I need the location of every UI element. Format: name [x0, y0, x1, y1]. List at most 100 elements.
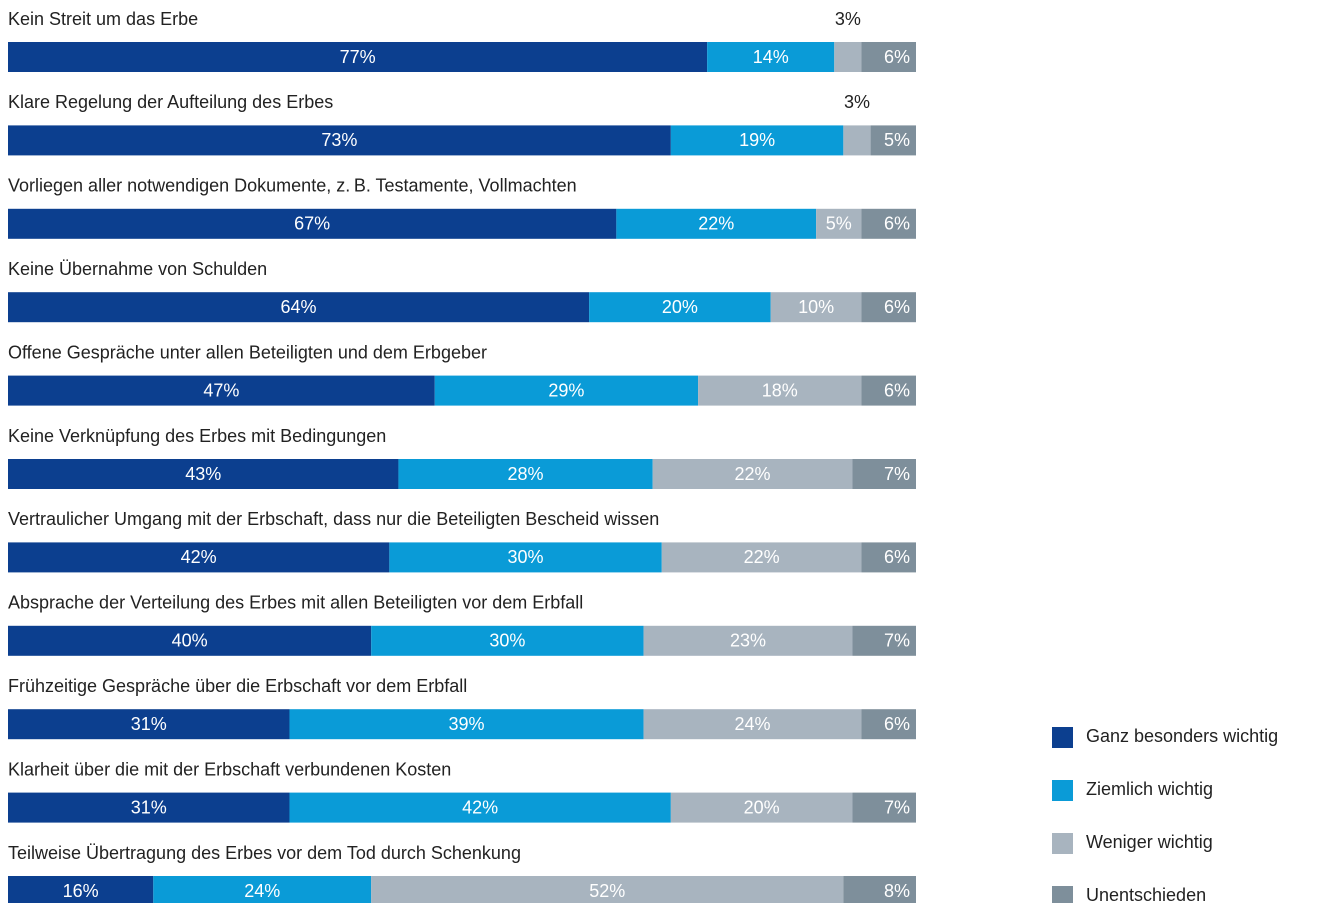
value-label: 40% [172, 631, 208, 651]
bar-segment [616, 208, 817, 239]
value-label: 6% [884, 297, 910, 317]
bar-segment [861, 542, 916, 573]
bar-segment [698, 375, 862, 406]
bar-segment [398, 459, 653, 489]
bar-segment [289, 792, 671, 823]
bar-segment [861, 292, 916, 323]
value-label: 29% [548, 380, 584, 400]
category-label: Keine Übernahme von Schulden [8, 259, 267, 279]
bar-segment [670, 125, 844, 156]
value-label: 39% [449, 714, 485, 734]
bar-segment [8, 709, 290, 740]
bar-segment [852, 792, 916, 823]
category-label: Teilweise Übertragung des Erbes vor dem … [8, 843, 521, 863]
bar-segment [8, 125, 671, 156]
value-label: 6% [884, 380, 910, 400]
value-label: 22% [698, 214, 734, 234]
legend-label: Unentschieden [1086, 885, 1206, 903]
legend-label: Ganz besonders wichtig [1086, 726, 1278, 746]
category-label: Kein Streit um das Erbe [8, 9, 198, 29]
value-label: 18% [762, 380, 798, 400]
legend-label: Ziemlich wichtig [1086, 779, 1213, 799]
category-label: Keine Verknüpfung des Erbes mit Bedingun… [8, 426, 386, 446]
value-label: 6% [884, 547, 910, 567]
value-label: 5% [826, 214, 852, 234]
value-label: 6% [884, 47, 910, 67]
category-label: Vorliegen aller notwendigen Dokumente, z… [8, 176, 577, 196]
value-label: 23% [730, 631, 766, 651]
value-label: 30% [508, 547, 544, 567]
value-label: 42% [462, 797, 498, 817]
value-label: 3% [835, 9, 861, 29]
value-label: 7% [884, 464, 910, 484]
bar-segment [861, 709, 916, 740]
bar-segment [153, 876, 372, 906]
bar-segment [643, 625, 853, 656]
bar-segment [8, 542, 390, 573]
value-label: 31% [131, 714, 167, 734]
bar-segment [8, 42, 708, 72]
bar-segment [861, 375, 916, 406]
value-label: 14% [753, 47, 789, 67]
value-label: 30% [489, 631, 525, 651]
value-label: 19% [739, 130, 775, 150]
legend-swatch [1052, 780, 1073, 801]
value-label: 77% [340, 47, 376, 67]
category-label: Frühzeitige Gespräche über die Erbschaft… [8, 676, 467, 696]
bar-segment [843, 125, 871, 156]
bar-segment [707, 42, 835, 72]
bar-segment [870, 125, 916, 156]
value-label: 20% [662, 297, 698, 317]
bar-segment [861, 208, 916, 239]
value-label: 20% [744, 797, 780, 817]
bar-segment [8, 375, 435, 406]
bar-segment [852, 625, 916, 656]
value-label: 28% [508, 464, 544, 484]
bar-segment [371, 876, 844, 906]
category-label: Absprache der Verteilung des Erbes mit a… [8, 593, 583, 613]
value-label: 6% [884, 214, 910, 234]
bar-segment [661, 542, 862, 573]
bar-segment [8, 292, 590, 323]
bar-segment [670, 792, 853, 823]
value-label: 47% [203, 380, 239, 400]
bar-segment [652, 459, 853, 489]
bar-segment [389, 542, 662, 573]
value-label: 67% [294, 214, 330, 234]
bar-segment [852, 459, 916, 489]
value-label: 64% [281, 297, 317, 317]
bar-segment [289, 709, 644, 740]
value-label: 6% [884, 714, 910, 734]
value-label: 7% [884, 631, 910, 651]
bar-segment [8, 876, 154, 906]
bar-segment [434, 375, 699, 406]
bar-segment [816, 208, 862, 239]
category-label: Klare Regelung der Aufteilung des Erbes [8, 92, 333, 112]
value-label: 43% [185, 464, 221, 484]
value-label: 16% [63, 881, 99, 901]
value-label: 7% [884, 797, 910, 817]
bar-segment [843, 876, 916, 906]
bar-segment [861, 42, 916, 72]
bar-segment [8, 625, 372, 656]
value-label: 10% [798, 297, 834, 317]
legend-label: Weniger wichtig [1086, 832, 1213, 852]
category-label: Klarheit über die mit der Erbschaft verb… [8, 759, 451, 779]
category-label: Offene Gespräche unter allen Beteiligten… [8, 342, 487, 362]
legend-swatch [1052, 833, 1073, 854]
value-label: 5% [884, 130, 910, 150]
bar-segment [8, 208, 617, 239]
bar-segment [770, 292, 862, 323]
bar-segment [8, 792, 290, 823]
bar-segment [643, 709, 862, 740]
legend-swatch [1052, 727, 1073, 748]
value-label: 22% [735, 464, 771, 484]
value-label: 24% [735, 714, 771, 734]
category-label: Vertraulicher Umgang mit der Erbschaft, … [8, 509, 659, 529]
value-label: 24% [244, 881, 280, 901]
value-label: 22% [744, 547, 780, 567]
legend-swatch [1052, 886, 1073, 907]
value-label: 8% [884, 881, 910, 901]
value-label: 73% [321, 130, 357, 150]
